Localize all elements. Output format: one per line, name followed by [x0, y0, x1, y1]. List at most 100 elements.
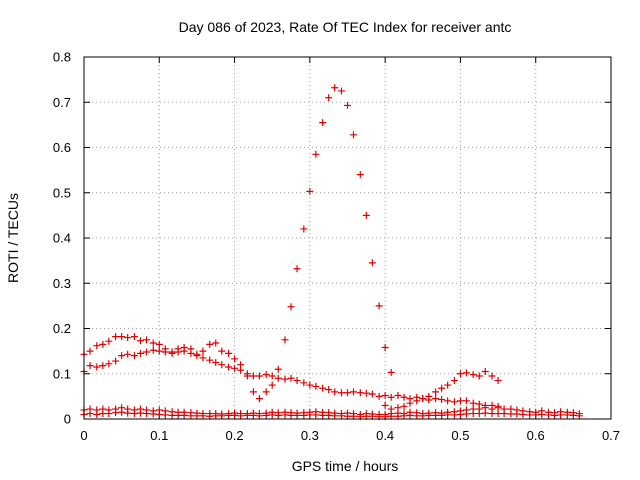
data-point: [130, 352, 138, 360]
data-point: [375, 302, 383, 310]
y-tick-label: 0.3: [53, 276, 71, 291]
data-point: [350, 131, 358, 139]
chart-title: Day 086 of 2023, Rate Of TEC Index for r…: [179, 19, 512, 35]
data-point: [306, 187, 314, 195]
data-point: [168, 349, 176, 357]
data-point: [112, 333, 120, 341]
data-point: [306, 411, 314, 419]
data-point: [136, 409, 144, 417]
data-point: [225, 349, 233, 357]
data-point: [362, 211, 370, 219]
data-point: [406, 411, 414, 419]
data-point: [155, 410, 163, 418]
y-tick-label: 0: [64, 412, 71, 427]
data-point: [274, 374, 282, 382]
data-point: [99, 340, 107, 348]
data-point: [231, 355, 239, 363]
data-point: [287, 303, 295, 311]
data-point: [243, 372, 251, 380]
data-point: [312, 382, 320, 390]
data-point: [212, 358, 220, 366]
data-point: [300, 411, 308, 419]
x-tick-label: 0.4: [376, 428, 394, 443]
data-point: [249, 388, 257, 396]
data-point: [262, 388, 270, 396]
data-point: [105, 337, 113, 345]
data-point: [551, 411, 559, 419]
data-point: [481, 367, 489, 375]
data-point: [174, 411, 182, 419]
data-point: [255, 372, 263, 380]
data-point: [93, 363, 101, 371]
data-point: [118, 352, 126, 360]
data-point: [438, 396, 446, 404]
data-point: [381, 391, 389, 399]
data-point: [105, 360, 113, 368]
data-point: [469, 371, 477, 379]
y-tick-label: 0.2: [53, 321, 71, 336]
ticks: 0 0.1 0.2 0.3 0.4 0.5 0.6 0.7 0 0.1 0.2 0.3 0.4 0.5 0.…: [53, 50, 620, 444]
data-point: [130, 333, 138, 341]
data-point: [306, 381, 314, 389]
data-point: [575, 412, 583, 420]
data-point: [319, 384, 327, 392]
data-point: [557, 411, 565, 419]
data-point: [419, 412, 427, 420]
data-point: [124, 350, 132, 358]
data-point: [469, 410, 477, 418]
data-point: [130, 410, 138, 418]
data-point: [462, 410, 470, 418]
data-point: [243, 411, 251, 419]
data-point: [136, 349, 144, 357]
data-point: [325, 411, 333, 419]
data-point: [413, 397, 421, 405]
data-point: [268, 372, 276, 380]
data-point: [475, 372, 483, 380]
data-point: [149, 410, 157, 418]
data-point: [225, 363, 233, 371]
data-point: [319, 411, 327, 419]
data-point: [406, 399, 414, 407]
data-point: [287, 411, 295, 419]
data-point: [475, 410, 483, 418]
data-point: [425, 392, 433, 400]
y-tick-label: 0.7: [53, 95, 71, 110]
data-points: [80, 84, 583, 421]
data-point: [419, 395, 427, 403]
data-point: [538, 410, 546, 418]
data-point: [149, 346, 157, 354]
data-point: [86, 410, 94, 418]
data-point: [450, 398, 458, 406]
data-point: [155, 340, 163, 348]
data-point: [494, 410, 502, 418]
data-point: [105, 410, 113, 418]
y-tick-label: 0.8: [53, 50, 71, 65]
data-point: [161, 411, 169, 419]
data-point: [86, 347, 94, 355]
data-point: [425, 411, 433, 419]
data-point: [344, 389, 351, 397]
data-point: [494, 377, 502, 385]
data-point: [287, 374, 295, 382]
data-point: [212, 339, 220, 347]
data-point: [432, 388, 440, 396]
data-point: [444, 411, 452, 419]
data-point: [237, 412, 245, 420]
y-tick-label: 0.4: [53, 231, 71, 246]
data-point: [356, 171, 364, 179]
data-point: [118, 333, 126, 341]
data-point: [262, 371, 270, 379]
data-point: [545, 411, 553, 419]
data-point: [293, 411, 301, 419]
data-point: [212, 412, 220, 420]
data-point: [488, 410, 496, 418]
data-point: [281, 411, 289, 419]
data-point: [99, 410, 107, 418]
data-point: [337, 389, 345, 397]
data-point: [526, 411, 534, 419]
data-point: [99, 362, 107, 370]
x-tick-label: 0.5: [451, 428, 469, 443]
data-point: [274, 365, 282, 373]
data-point: [319, 119, 327, 127]
data-point: [293, 265, 301, 273]
